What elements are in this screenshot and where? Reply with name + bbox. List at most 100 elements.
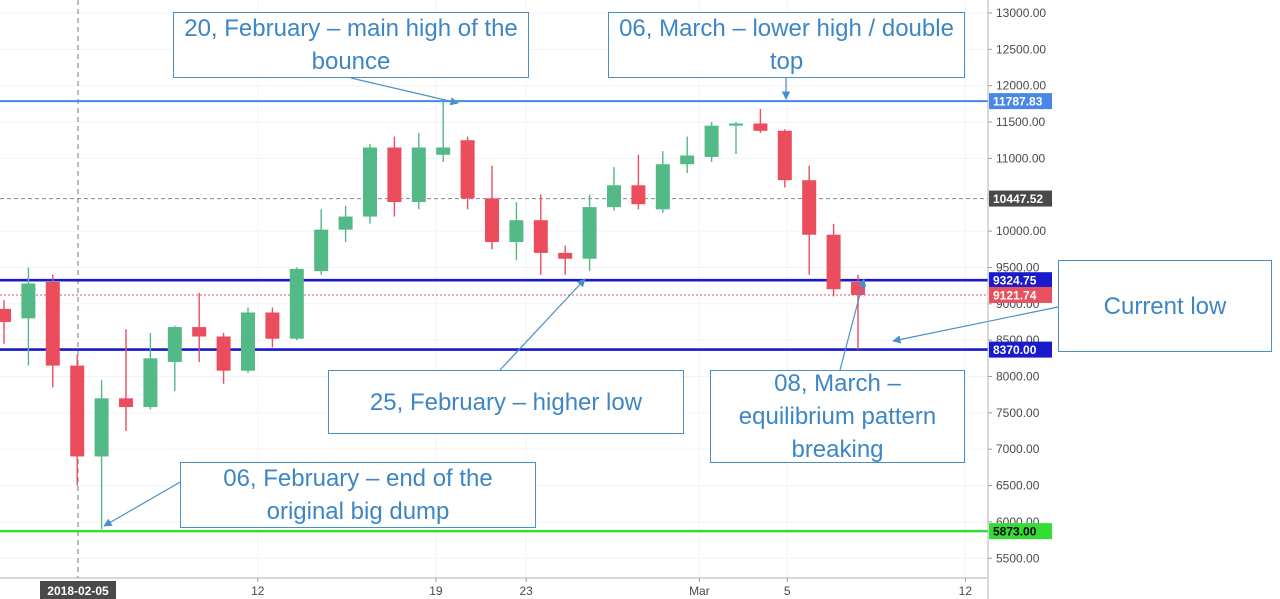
candle-down (0, 300, 11, 344)
price-badge (989, 93, 1052, 110)
y-tick-label: 12500.00 (996, 42, 1046, 56)
candle-down (753, 108, 768, 133)
candle-up (607, 167, 621, 211)
x-tick-label: 23 (519, 584, 533, 598)
time-axis[interactable]: 12 19 23 Mar 5 12 2018-02-05 (0, 577, 987, 599)
candle-body (777, 130, 792, 181)
y-tick-label: 11000.00 (996, 151, 1045, 165)
candle-up (704, 122, 719, 163)
candle-body (387, 147, 402, 203)
pointer-feb25 (499, 278, 586, 371)
candle-body (558, 252, 573, 259)
y-tick-label: 5500.00 (996, 551, 1040, 565)
price-badge-label: 11787.83 (993, 95, 1043, 109)
candle-body (94, 398, 109, 457)
candlestick-series (0, 101, 865, 530)
candle-body (241, 312, 255, 371)
price-badge (989, 190, 1052, 207)
y-tick-label: 7000.00 (996, 442, 1040, 456)
price-axis[interactable]: 13000.00 12500.00 12000.00 11500.00 11000.00… (987, 0, 1052, 599)
x-tick-label: 12 (251, 584, 265, 598)
candle-down (45, 274, 60, 388)
candle-body (582, 207, 597, 259)
price-badge-label: 8370.00 (993, 343, 1037, 357)
price-badge-label: 9121.74 (993, 288, 1037, 302)
pointer-mar08 (839, 278, 867, 371)
candle-down (460, 136, 475, 210)
candle-up (729, 122, 743, 155)
x-tick-label: 12 (959, 584, 973, 598)
candle-body (802, 180, 817, 235)
candle-down (851, 274, 865, 350)
candle-body (143, 358, 158, 408)
candle-body (485, 198, 499, 243)
candle-body (460, 140, 475, 199)
callout-mar06-lower-high: 06, March – lower high / double top (608, 12, 965, 78)
candle-down (119, 329, 133, 432)
candle-body (45, 281, 60, 366)
price-badge-label: 5873.00 (993, 525, 1037, 539)
candle-down (265, 307, 280, 348)
candle-up (436, 101, 451, 163)
candle-down (631, 154, 646, 210)
callout-current-low: Current low (1058, 260, 1272, 352)
candle-up (314, 209, 329, 275)
candle-down (826, 223, 841, 297)
candle-body (192, 327, 207, 337)
pointer-feb20 (350, 77, 459, 106)
price-badge-label: 10447.52 (993, 192, 1043, 206)
pointer-feb06 (103, 480, 183, 527)
y-tick-label: 9500.00 (996, 260, 1040, 274)
callout-feb25-higher-low: 25, February – higher low (328, 370, 684, 434)
candle-body (119, 398, 133, 408)
candle-down (70, 354, 85, 486)
crosshair-date-label: 2018-02-05 (47, 584, 109, 598)
candle-down (533, 194, 548, 275)
callout-mar08-breakdown: 08, March – equilibrium pattern breaking (710, 370, 965, 463)
y-tick-label: 6500.00 (996, 479, 1040, 493)
price-badge-label: 9324.75 (993, 274, 1037, 288)
candle-up (338, 205, 353, 243)
annotation-pointers (103, 77, 1059, 527)
candle-body (729, 123, 743, 126)
candle-body (216, 336, 231, 371)
candle-body (704, 125, 719, 157)
candle-body (680, 155, 695, 165)
candle-body (655, 164, 670, 210)
candle-up (411, 132, 426, 210)
candle-down (777, 129, 792, 188)
candle-up (21, 267, 36, 366)
candle-body (509, 220, 524, 243)
candle-up (241, 307, 255, 373)
candle-up (167, 325, 182, 392)
candle-body (753, 123, 768, 131)
y-tick-label: 8000.00 (996, 370, 1040, 384)
candle-body (533, 220, 548, 253)
y-tick-label: 13000.00 (996, 6, 1046, 20)
candle-body (314, 229, 329, 272)
candle-body (631, 185, 646, 205)
candle-up (363, 143, 377, 224)
candle-body (167, 327, 182, 362)
x-tick-label: 19 (429, 584, 443, 598)
price-badge (989, 523, 1052, 540)
price-lines (0, 100, 988, 533)
candle-down (485, 165, 499, 250)
y-tick-label: 10000.00 (996, 224, 1046, 238)
x-tick-label: 5 (784, 584, 791, 598)
candle-up (289, 267, 304, 341)
callout-feb06-dump-end: 06, February – end of the original big d… (180, 462, 536, 528)
candle-down (558, 245, 573, 275)
candle-down (802, 165, 817, 275)
candle-body (363, 147, 377, 217)
y-tick-label: 7500.00 (996, 406, 1040, 420)
callout-feb20-high: 20, February – main high of the bounce (173, 12, 529, 78)
crosshair-date-badge (40, 581, 116, 599)
candle-body (338, 216, 353, 230)
candle-body (265, 312, 280, 339)
candle-body (826, 234, 841, 290)
candle-down (192, 292, 207, 362)
candle-body (21, 283, 36, 319)
candle-up (94, 380, 109, 530)
